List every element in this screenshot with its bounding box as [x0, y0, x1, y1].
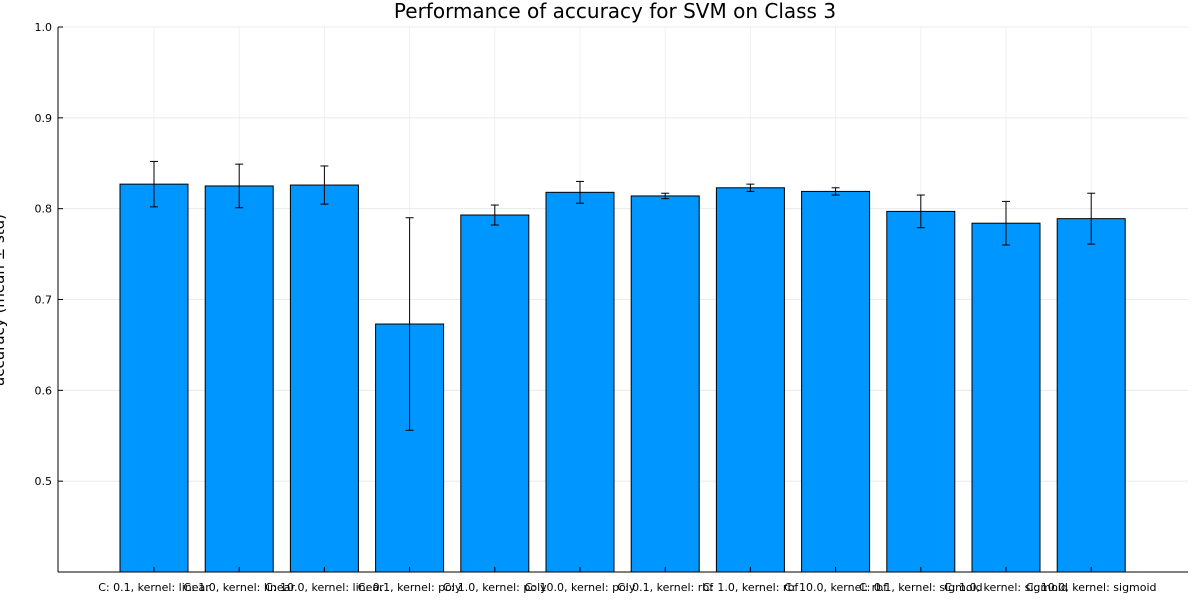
x-tick-label: C: 0.1, kernel: poly [358, 581, 462, 594]
bar [715, 187, 785, 573]
error-bar [150, 160, 158, 208]
bar [971, 222, 1041, 573]
bar [119, 183, 189, 573]
y-axis-label: accuracy (mean ± std) [0, 214, 8, 386]
bar [886, 210, 956, 573]
bar [1056, 218, 1126, 573]
error-bar [1002, 200, 1010, 246]
bars [119, 183, 1126, 573]
x-tick-label: C: 10.0, kernel: rbf [784, 581, 888, 594]
error-bar [405, 217, 414, 431]
error-bar [746, 183, 755, 192]
y-tick-label: 0.7 [35, 294, 53, 307]
x-tick-label: C: 0.1, kernel: rbf [617, 581, 714, 594]
y-tick-label: 0.5 [35, 475, 53, 488]
y-ticks: 0.5 0.6 0.7 0.8 0.9 1.0 [35, 21, 63, 488]
error-bars [150, 160, 1096, 431]
bar [204, 185, 274, 573]
y-tick-label: 0.6 [35, 384, 53, 397]
bar [289, 184, 359, 573]
error-bar [661, 192, 670, 200]
bar [801, 190, 871, 573]
error-bar [490, 204, 499, 226]
bar [630, 195, 700, 573]
x-tick-label: C: 1.0, kernel: poly [443, 581, 547, 594]
y-tick-label: 1.0 [35, 21, 53, 34]
y-tick-label: 0.8 [35, 203, 53, 216]
x-tick-label: C: 0.1, kernel: linear [98, 581, 210, 594]
x-tick-label: C: 1.0, kernel: rbf [702, 581, 799, 594]
error-bar [235, 163, 244, 209]
x-tick-label: C: 1.0, kernel: sigmoid [944, 581, 1068, 594]
x-tick-label: C: 10.0, kernel: linear [265, 581, 384, 594]
bar [460, 214, 530, 573]
bar [545, 191, 615, 573]
error-bar [916, 194, 925, 229]
y-tick-label: 0.9 [35, 112, 53, 125]
chart-title: Performance of accuracy for SVM on Class… [394, 0, 836, 23]
error-bar [831, 187, 840, 196]
x-tick-label: C: 1.0, kernel: linear [183, 581, 295, 594]
error-bar [1087, 192, 1096, 245]
x-tick-label: C: 10.0, kernel: sigmoid [1026, 581, 1157, 594]
error-bar [320, 165, 329, 205]
error-bar [576, 180, 584, 204]
x-tick-label: C: 10.0, kernel: poly [525, 581, 636, 594]
x-tick-label: C: 0.1, kernel: sigmoid [859, 581, 983, 594]
